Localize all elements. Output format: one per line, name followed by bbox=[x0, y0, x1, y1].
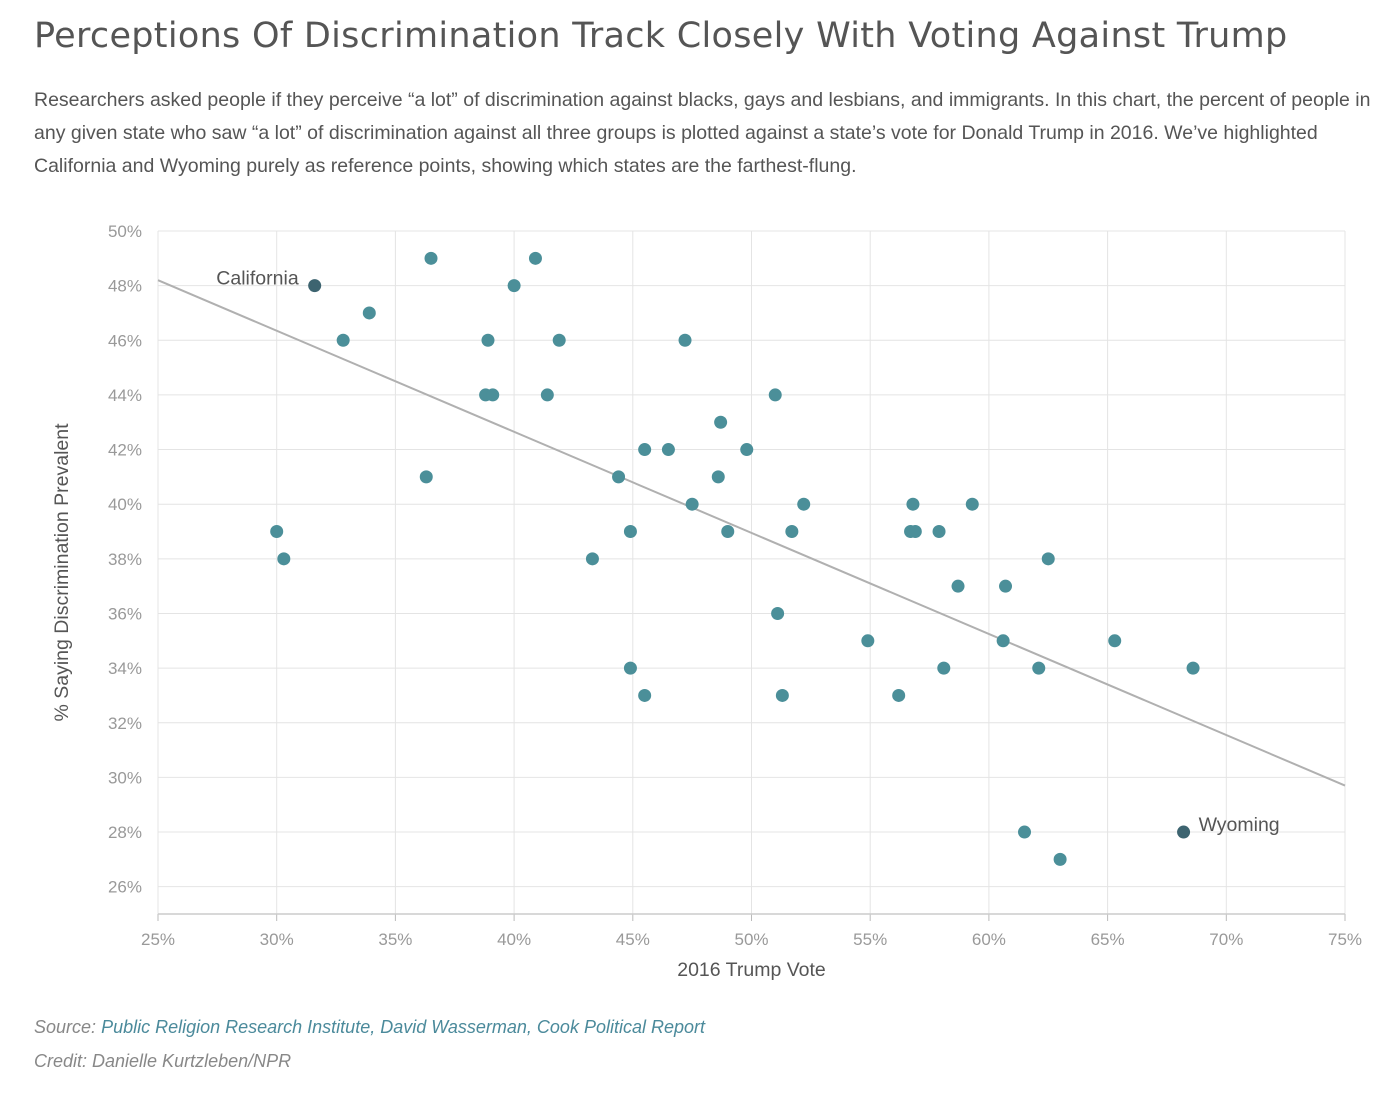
x-tick-label: 75% bbox=[1328, 930, 1362, 949]
data-point bbox=[486, 388, 500, 402]
highlighted-point bbox=[1177, 825, 1191, 839]
x-tick-label: 35% bbox=[378, 930, 412, 949]
data-point bbox=[965, 497, 979, 511]
data-point bbox=[1108, 634, 1122, 648]
data-point bbox=[612, 470, 626, 484]
data-point bbox=[768, 388, 782, 402]
data-point bbox=[775, 688, 789, 702]
data-point bbox=[362, 306, 376, 320]
x-tick-label: 45% bbox=[616, 930, 650, 949]
y-tick-label: 40% bbox=[108, 495, 142, 514]
data-point bbox=[1186, 661, 1200, 675]
y-tick-label: 26% bbox=[108, 878, 142, 897]
y-tick-label: 42% bbox=[108, 441, 142, 460]
data-point bbox=[1053, 852, 1067, 866]
data-point bbox=[540, 388, 554, 402]
data-point bbox=[336, 333, 350, 347]
data-point bbox=[714, 415, 728, 429]
x-tick-label: 25% bbox=[141, 930, 175, 949]
trendline-layer bbox=[157, 279, 1346, 787]
highlighted-point bbox=[308, 279, 322, 293]
x-tick-label: 55% bbox=[853, 930, 887, 949]
data-point bbox=[277, 552, 291, 566]
data-point bbox=[678, 333, 692, 347]
data-points bbox=[270, 251, 1200, 866]
y-tick-label: 34% bbox=[108, 659, 142, 678]
y-tick-label: 50% bbox=[108, 222, 142, 241]
x-axis-title: 2016 Trump Vote bbox=[677, 959, 826, 981]
axes: 25% 30% 35% 40% 45% 50% 55% 60% 65% 70% 75% 26% 28% 3… bbox=[51, 222, 1362, 981]
data-point bbox=[937, 661, 951, 675]
data-point bbox=[552, 333, 566, 347]
point-label-california: California bbox=[216, 268, 299, 290]
data-point bbox=[419, 470, 433, 484]
data-point bbox=[638, 443, 652, 457]
y-tick-label: 36% bbox=[108, 604, 142, 623]
y-tick-label: 44% bbox=[108, 386, 142, 405]
y-tick-label: 30% bbox=[108, 768, 142, 787]
data-point bbox=[908, 525, 922, 539]
y-tick-label: 48% bbox=[108, 277, 142, 296]
data-point bbox=[507, 279, 521, 293]
x-tick-label: 30% bbox=[260, 930, 294, 949]
data-point bbox=[721, 525, 735, 539]
point-labels: California Wyoming bbox=[216, 268, 1279, 836]
data-point bbox=[685, 497, 699, 511]
x-tick-label: 40% bbox=[497, 930, 531, 949]
data-point bbox=[906, 497, 920, 511]
data-point bbox=[785, 525, 799, 539]
data-point bbox=[623, 661, 637, 675]
chart-title: Perceptions Of Discrimination Track Clos… bbox=[34, 16, 1288, 56]
data-point bbox=[481, 333, 495, 347]
data-point bbox=[951, 579, 965, 593]
data-point bbox=[661, 443, 675, 457]
data-point bbox=[740, 443, 754, 457]
y-tick-label: 46% bbox=[108, 331, 142, 350]
data-point bbox=[1018, 825, 1032, 839]
data-point bbox=[270, 525, 284, 539]
source-link[interactable]: Public Religion Research Institute, Davi… bbox=[101, 1017, 705, 1037]
grid-lines bbox=[157, 230, 1346, 914]
data-point bbox=[861, 634, 875, 648]
scatter-chart: 25% 30% 35% 40% 45% 50% 55% 60% 65% 70% 75% 26% 28% 3… bbox=[51, 222, 1362, 981]
x-tick-label: 70% bbox=[1209, 930, 1243, 949]
y-tick-label: 38% bbox=[108, 550, 142, 569]
data-point bbox=[585, 552, 599, 566]
y-tick-label: 32% bbox=[108, 714, 142, 733]
data-point bbox=[996, 634, 1010, 648]
y-tick-label: 28% bbox=[108, 823, 142, 842]
data-point bbox=[711, 470, 725, 484]
data-point bbox=[1032, 661, 1046, 675]
data-point bbox=[797, 497, 811, 511]
data-point bbox=[424, 251, 438, 265]
data-point bbox=[999, 579, 1013, 593]
data-point bbox=[771, 606, 785, 620]
trend-line bbox=[157, 279, 1346, 787]
x-tick-label: 65% bbox=[1091, 930, 1125, 949]
chart-subtitle: Researchers asked people if they perceiv… bbox=[34, 89, 1371, 177]
x-tick-label: 60% bbox=[972, 930, 1006, 949]
x-tick-label: 50% bbox=[734, 930, 768, 949]
source-line: Source: Public Religion Research Institu… bbox=[34, 1017, 705, 1038]
credit-line: Credit: Danielle Kurtzleben/NPR bbox=[34, 1051, 292, 1071]
data-point bbox=[932, 525, 946, 539]
data-point bbox=[528, 251, 542, 265]
y-axis-title: % Saying Discrimination Prevalent bbox=[51, 423, 73, 722]
data-point bbox=[638, 688, 652, 702]
data-point bbox=[623, 525, 637, 539]
data-point bbox=[1041, 552, 1055, 566]
source-prefix: Source: bbox=[34, 1017, 97, 1037]
data-point bbox=[892, 688, 906, 702]
point-label-wyoming: Wyoming bbox=[1199, 814, 1280, 836]
